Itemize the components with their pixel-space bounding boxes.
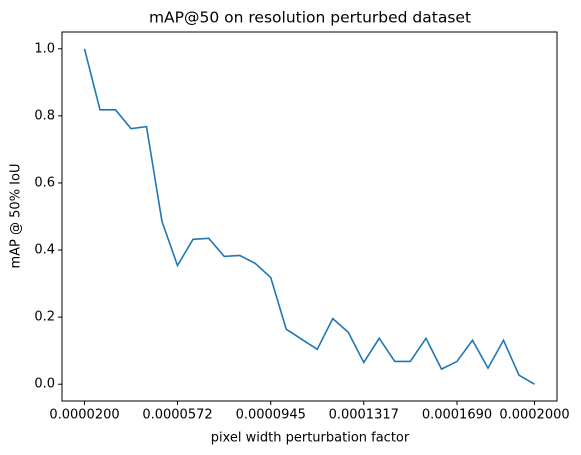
y-axis-label: mAP @ 50% IoU [9, 164, 24, 269]
data-line [83, 48, 535, 385]
chart-title: mAP@50 on resolution perturbed dataset [149, 9, 471, 27]
x-axis-label: pixel width perturbation factor [211, 431, 410, 446]
plot-frame [61, 31, 558, 402]
y-tick-label: 0.4 [34, 243, 55, 258]
x-tick-label: 0.0000200 [49, 408, 119, 423]
x-tick-label: 0.0001690 [422, 408, 492, 423]
y-tick-label: 0.2 [34, 310, 55, 325]
x-tick-label: 0.0000945 [236, 408, 306, 423]
y-tick-label: 0.0 [34, 377, 55, 392]
y-tick-label: 0.8 [34, 108, 55, 123]
x-tick-label: 0.0001317 [329, 408, 399, 423]
y-tick-label: 1.0 [34, 41, 55, 56]
y-tick-label: 0.6 [34, 175, 55, 190]
x-tick-label: 0.0000572 [142, 408, 212, 423]
x-tick-label: 0.0002000 [499, 408, 569, 423]
